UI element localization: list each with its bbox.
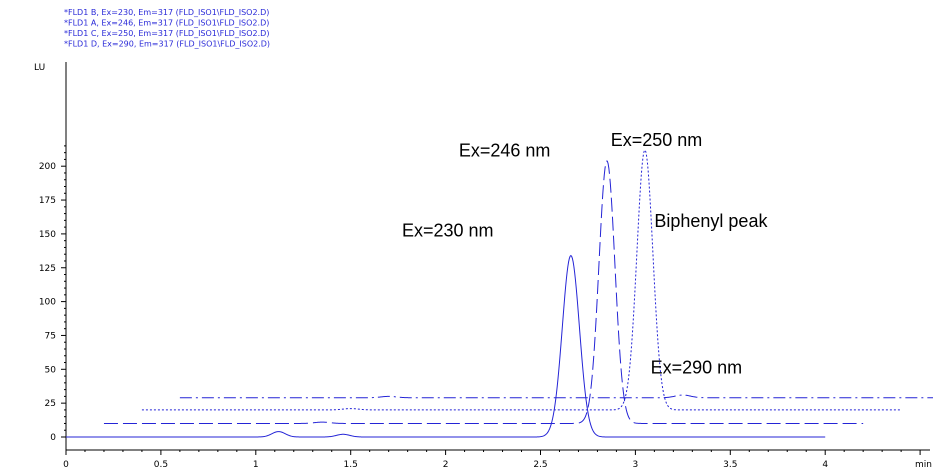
annotation-label: Ex=290 nm: [651, 357, 743, 377]
series-line-3: [141, 149, 902, 411]
x-tick-label: 0.5: [154, 460, 168, 470]
legend-entry: *FLD1 A, Ex=246, Em=317 (FLD_ISO1\FLD_IS…: [64, 19, 269, 28]
y-axis-label: LU: [34, 63, 45, 73]
x-tick-label: 1: [253, 460, 259, 470]
x-tick-label: 3.5: [723, 460, 737, 470]
y-tick-label: 0: [50, 433, 56, 443]
y-tick-label: 125: [39, 264, 56, 274]
annotation-label: Ex=250 nm: [611, 130, 703, 150]
legend-entry: *FLD1 B, Ex=230, Em=317 (FLD_ISO1\FLD_IS…: [64, 8, 269, 17]
annotation-label: Ex=230 nm: [402, 221, 494, 241]
legend: *FLD1 B, Ex=230, Em=317 (FLD_ISO1\FLD_IS…: [64, 8, 270, 49]
axes: LU 0 25 50 75 100 125 150 175 200 0 0.5 1 1.5 2 2.5 3 3.5…: [34, 62, 932, 470]
series-line-4: [179, 394, 933, 399]
series-line-1: [66, 254, 826, 438]
y-tick-label: 200: [39, 162, 56, 172]
y-tick-label: 100: [39, 298, 56, 308]
x-tick-label: 2.5: [533, 460, 547, 470]
series-line-2: [103, 160, 864, 424]
y-tick-label: 50: [45, 365, 57, 375]
x-tick-label: 2: [443, 460, 449, 470]
series-layer: [66, 149, 933, 438]
legend-entry: *FLD1 C, Ex=250, Em=317 (FLD_ISO1\FLD_IS…: [64, 29, 269, 38]
x-tick-label: 4: [822, 460, 828, 470]
annotation-label: Ex=246 nm: [459, 141, 551, 161]
y-tick-label: 25: [45, 399, 56, 409]
x-tick-label: 0: [63, 460, 69, 470]
y-tick-label: 150: [39, 230, 56, 240]
annotation-label: Biphenyl peak: [654, 211, 768, 231]
y-tick-label: 75: [45, 331, 56, 341]
legend-entry: *FLD1 D, Ex=290, Em=317 (FLD_ISO1\FLD_IS…: [64, 40, 270, 49]
x-tick-label: 1.5: [344, 460, 358, 470]
annotations: Ex=246 nm Ex=250 nm Biphenyl peak Ex=230 nm…: [402, 130, 769, 377]
y-tick-label: 175: [39, 196, 56, 206]
x-tick-label: 3: [633, 460, 639, 470]
x-axis-label: min: [915, 460, 932, 470]
